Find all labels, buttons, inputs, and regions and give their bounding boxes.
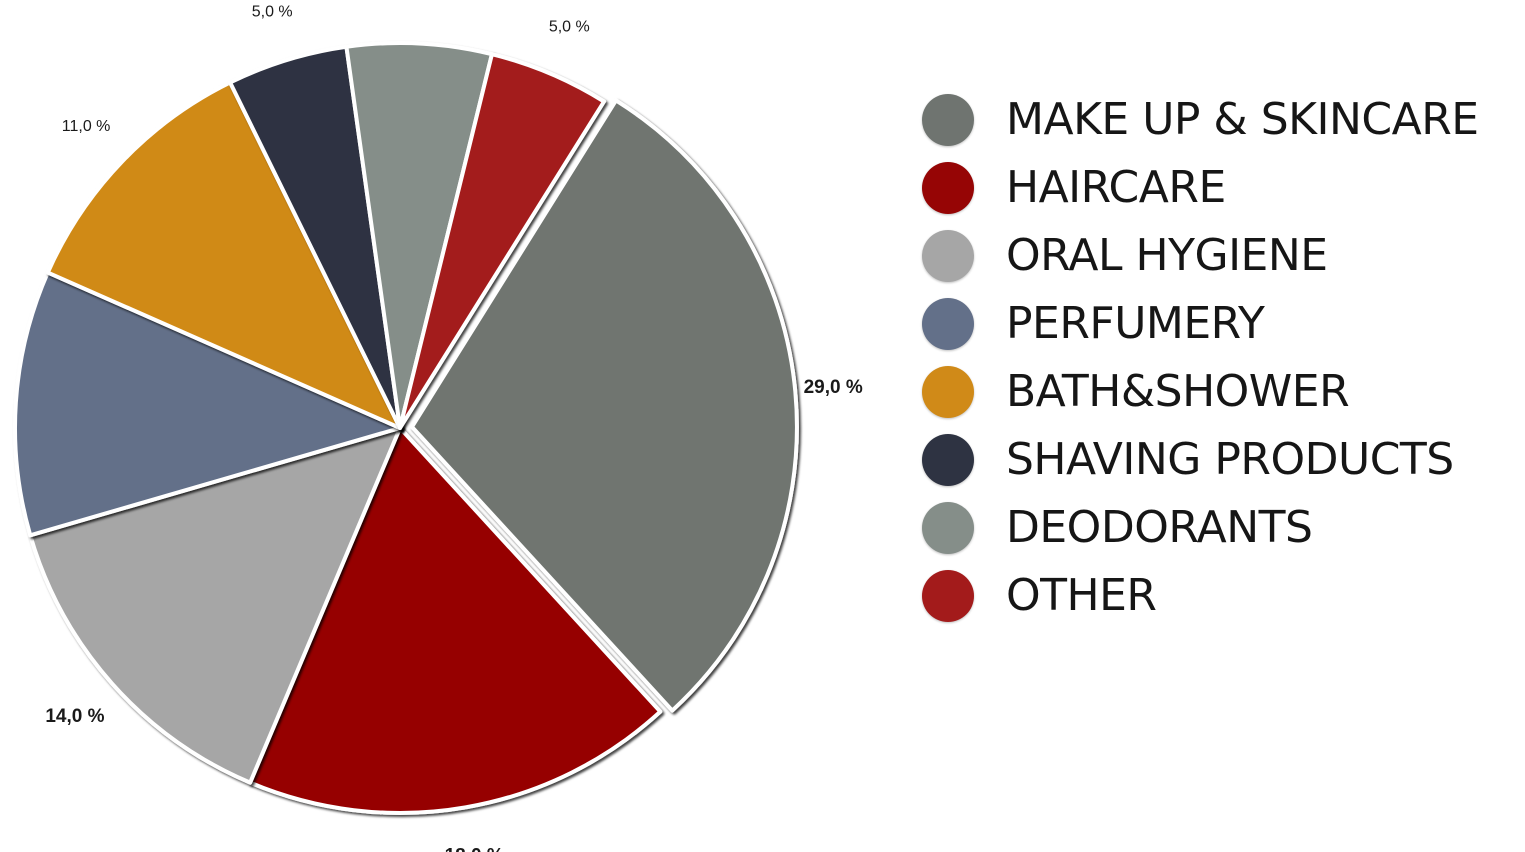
- slice-value-label-deodorants: 6,0 %: [402, 0, 443, 2]
- legend-swatch: [922, 366, 974, 418]
- legend-item-other: OTHER: [922, 562, 1479, 630]
- legend-item-shaving-products: SHAVING PRODUCTS: [922, 426, 1479, 494]
- legend-item-oral-hygiene: ORAL HYGIENE: [922, 222, 1479, 290]
- pie-slice-make-up-skincare: [409, 98, 799, 713]
- legend-swatch: [922, 570, 974, 622]
- legend-label: DEODORANTS: [1006, 502, 1313, 553]
- pie-value-labels: 29,0 %18,0 %14,0 %11,0 %11,0 %5,0 %6,0 %…: [45, 0, 863, 852]
- legend-item-deodorants: DEODORANTS: [922, 494, 1479, 562]
- legend-swatch: [922, 230, 974, 282]
- pie-slice-haircare: [248, 426, 663, 815]
- pie-slice-perfumery: [13, 270, 402, 538]
- slice-value-label-haircare: 18,0 %: [445, 846, 504, 852]
- legend-swatch: [922, 162, 974, 214]
- pie-slice-bath-shower: [45, 80, 402, 430]
- slice-value-label-make-up-skincare: 29,0 %: [804, 377, 863, 398]
- legend-item-perfumery: PERFUMERY: [922, 290, 1479, 358]
- slice-value-label-oral-hygiene: 14,0 %: [45, 706, 104, 727]
- legend-label: ORAL HYGIENE: [1006, 230, 1328, 281]
- legend-label: SHAVING PRODUCTS: [1006, 434, 1454, 485]
- pie-slices: [13, 41, 799, 815]
- legend-swatch: [922, 298, 974, 350]
- pie-slice-other: [398, 52, 607, 430]
- legend-label: BATH&SHOWER: [1006, 366, 1350, 417]
- slice-value-label-other: 5,0 %: [549, 19, 590, 36]
- pie-slice-deodorants: [344, 41, 494, 430]
- legend-item-make-up-skincare: MAKE UP & SKINCARE: [922, 86, 1479, 154]
- slice-value-label-shaving-products: 5,0 %: [252, 3, 293, 20]
- legend-label: HAIRCARE: [1006, 162, 1226, 213]
- slice-value-label-bath-shower: 11,0 %: [62, 118, 111, 135]
- legend-swatch: [922, 502, 974, 554]
- legend: MAKE UP & SKINCARE HAIRCARE ORAL HYGIENE…: [922, 86, 1479, 630]
- legend-label: PERFUMERY: [1006, 298, 1265, 349]
- legend-item-bath-shower: BATH&SHOWER: [922, 358, 1479, 426]
- legend-swatch: [922, 434, 974, 486]
- legend-swatch: [922, 94, 974, 146]
- legend-item-haircare: HAIRCARE: [922, 154, 1479, 222]
- pie-slice-oral-hygiene: [28, 426, 402, 785]
- legend-label: OTHER: [1006, 570, 1157, 621]
- legend-label: MAKE UP & SKINCARE: [1006, 94, 1479, 145]
